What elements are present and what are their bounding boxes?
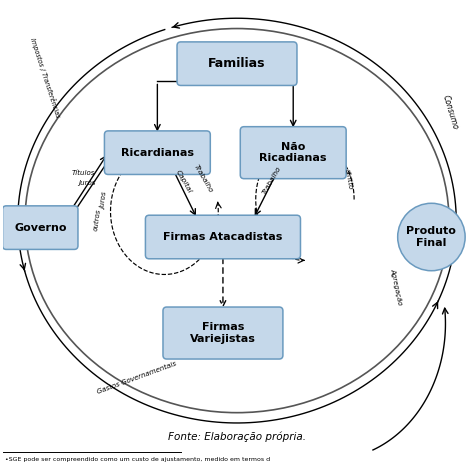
Circle shape bbox=[398, 203, 465, 271]
Text: Juros: Juros bbox=[78, 181, 95, 186]
Text: Não
Ricadianas: Não Ricadianas bbox=[259, 142, 327, 164]
Text: Consumo: Consumo bbox=[441, 94, 460, 131]
Text: Governo: Governo bbox=[14, 223, 66, 233]
Text: Gastos Governamentais: Gastos Governamentais bbox=[97, 361, 177, 395]
Text: Impostos / Transferências: Impostos / Transferências bbox=[28, 37, 61, 118]
Text: Agregação: Agregação bbox=[389, 268, 403, 306]
Text: Ricardianas: Ricardianas bbox=[121, 148, 194, 158]
Text: outros: outros bbox=[93, 208, 102, 231]
FancyBboxPatch shape bbox=[177, 42, 297, 85]
FancyBboxPatch shape bbox=[2, 206, 78, 249]
Text: dIritto: dIritto bbox=[343, 168, 353, 190]
Text: Firmas
Variejistas: Firmas Variejistas bbox=[190, 322, 256, 344]
Text: Capital: Capital bbox=[175, 169, 193, 194]
Text: Trabalho: Trabalho bbox=[192, 164, 213, 194]
Text: Produto
Final: Produto Final bbox=[407, 226, 456, 248]
Text: •SGE pode ser compreendido como um custo de ajustamento, medido em termos d: •SGE pode ser compreendido como um custo… bbox=[5, 457, 270, 462]
Text: Firmas Atacadistas: Firmas Atacadistas bbox=[163, 232, 283, 242]
FancyBboxPatch shape bbox=[146, 215, 301, 259]
FancyBboxPatch shape bbox=[104, 131, 210, 174]
Text: Trabalho: Trabalho bbox=[262, 165, 283, 196]
Text: Juros: Juros bbox=[100, 192, 109, 210]
Text: Fonte: Elaboração própria.: Fonte: Elaboração própria. bbox=[168, 432, 306, 442]
FancyBboxPatch shape bbox=[240, 127, 346, 179]
Text: Títulos: Títulos bbox=[72, 170, 95, 176]
FancyBboxPatch shape bbox=[163, 307, 283, 359]
Text: Familias: Familias bbox=[208, 57, 266, 70]
